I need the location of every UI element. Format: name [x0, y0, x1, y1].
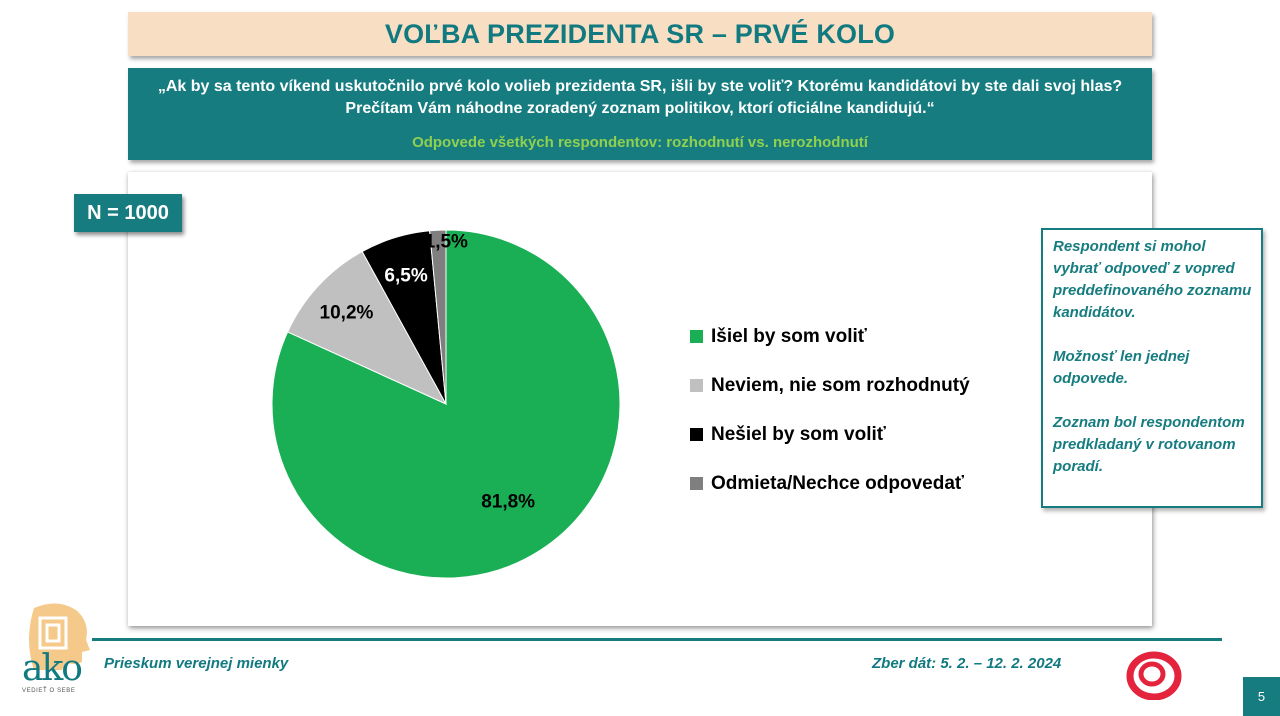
- footer-survey-label: Prieskum verejnej mienky: [104, 655, 289, 672]
- pie-label-undecided: 10,2%: [320, 303, 374, 324]
- legend-swatch: [690, 428, 703, 441]
- methodology-note: Respondent si mohol vybrať odpoveď z vop…: [1041, 228, 1263, 508]
- question-box: „Ak by sa tento víkend uskutočnilo prvé …: [128, 68, 1152, 160]
- title-bar: VOĽBA PREZIDENTA SR – PRVÉ KOLO: [128, 12, 1152, 56]
- footer-divider: [92, 638, 1222, 641]
- legend-item-refuse: Odmieta/Nechce odpovedať: [690, 459, 970, 508]
- note-paragraph-3: Zoznam bol respondentom predkladaný v ro…: [1053, 414, 1245, 475]
- legend-swatch: [690, 379, 703, 392]
- pie-label-refuse: 1,5%: [425, 232, 468, 253]
- legend-item-not-vote: Nešiel by som voliť: [690, 410, 970, 459]
- question-line-1: „Ak by sa tento víkend uskutočnilo prvé …: [157, 78, 1123, 95]
- legend-label: Išiel by som voliť: [711, 325, 867, 347]
- footer-data-collection: Zber dát: 5. 2. – 12. 2. 2024: [872, 655, 1062, 672]
- note-paragraph-1: Respondent si mohol vybrať odpoveď z vop…: [1053, 238, 1252, 321]
- page-number: 5: [1243, 677, 1280, 716]
- pie-label-vote: 81,8%: [481, 492, 535, 513]
- pie-slice-undecided: [286, 250, 448, 406]
- pie-slice-refuse: [429, 229, 447, 405]
- legend-label: Odmieta/Nechce odpovedať: [711, 472, 965, 494]
- note-paragraph-2: Možnosť len jednej odpovede.: [1053, 348, 1190, 387]
- ako-logo-tagline: VEDIEŤ O SEBE: [22, 688, 76, 694]
- chart-legend: Išiel by som voliť Neviem, nie som rozhod…: [690, 312, 970, 508]
- legend-item-vote: Išiel by som voliť: [690, 312, 970, 361]
- legend-swatch: [690, 477, 703, 490]
- legend-label: Nešiel by som voliť: [711, 423, 886, 445]
- question-line-2: Prečítam Vám náhodne zoradený zoznam pol…: [345, 100, 935, 117]
- legend-label: Neviem, nie som rozhodnutý: [711, 374, 970, 396]
- question-subtitle: Odpovede všetkých respondentov: rozhodnu…: [412, 134, 868, 151]
- pie-label-not-vote: 6,5%: [384, 265, 427, 286]
- legend-item-undecided: Neviem, nie som rozhodnutý: [690, 361, 970, 410]
- ako-logo-icon: [29, 603, 90, 670]
- legend-swatch: [690, 330, 703, 343]
- brand-swirl-icon: [1126, 651, 1182, 700]
- ako-logo-text: ako: [22, 648, 83, 689]
- page-title: VOĽBA PREZIDENTA SR – PRVÉ KOLO: [384, 18, 896, 49]
- sample-size-badge: N = 1000: [74, 194, 182, 232]
